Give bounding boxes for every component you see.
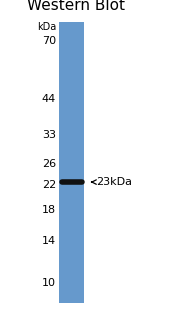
Text: 14: 14 — [42, 236, 56, 246]
Text: kDa: kDa — [37, 22, 56, 32]
Text: 44: 44 — [42, 94, 56, 104]
Text: Western Blot: Western Blot — [27, 0, 125, 13]
Text: 70: 70 — [42, 36, 56, 46]
Bar — [59, 22, 84, 303]
Text: 23kDa: 23kDa — [96, 177, 132, 187]
Text: 33: 33 — [42, 129, 56, 140]
Text: 22: 22 — [42, 180, 56, 190]
Text: 26: 26 — [42, 159, 56, 169]
Text: 18: 18 — [42, 205, 56, 215]
Text: 10: 10 — [42, 278, 56, 288]
